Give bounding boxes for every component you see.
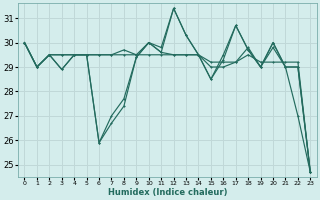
X-axis label: Humidex (Indice chaleur): Humidex (Indice chaleur) <box>108 188 227 197</box>
